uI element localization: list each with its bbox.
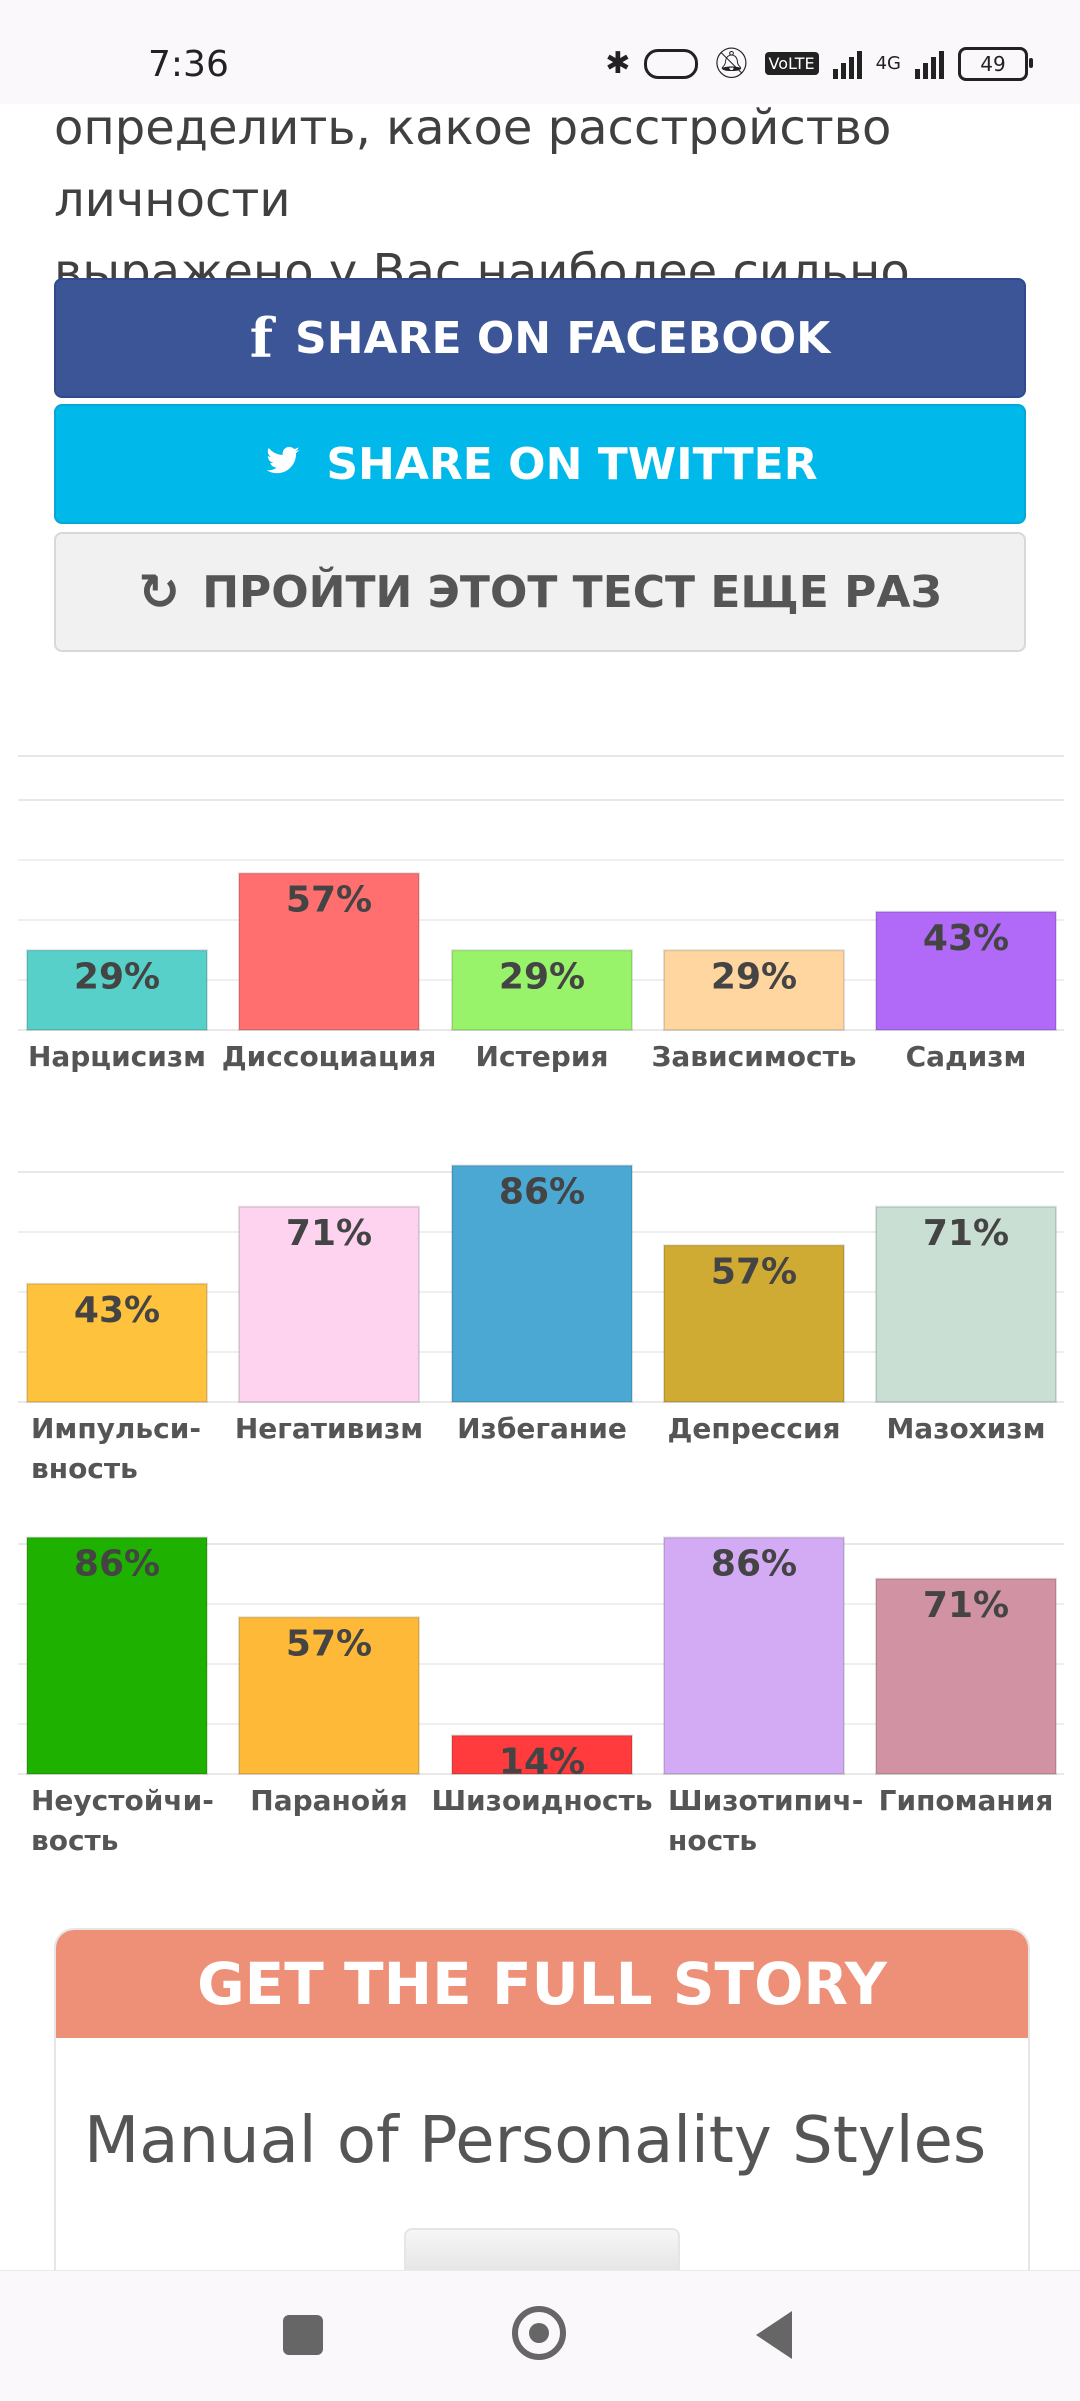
intro-text: определить, какое расстройство личности …	[54, 92, 1034, 308]
category-label: Неустойчи-	[31, 1784, 214, 1817]
bar-value-label: 43%	[74, 1290, 160, 1331]
manual-title[interactable]: Manual of Personality Styles	[84, 2104, 987, 2178]
category-label: Зависимость	[652, 1040, 857, 1073]
twitter-icon	[262, 439, 304, 490]
vibrate-icon	[644, 48, 699, 79]
bar-value-label: 29%	[74, 956, 160, 997]
share-facebook-button[interactable]: f SHARE ON FACEBOOK	[54, 278, 1026, 398]
category-label: Импульси-	[31, 1412, 201, 1445]
facebook-icon: f	[249, 306, 273, 370]
bar-value-label: 14%	[499, 1742, 585, 1783]
home-button[interactable]	[512, 2306, 566, 2360]
personality-chart: 29% Нарцисизм 57% Диссоциация 29% Истерия 29% З…	[18, 755, 1064, 1857]
signal-icon-2	[915, 49, 944, 79]
retake-test-button[interactable]: ↻ ПРОЙТИ ЭТОТ ТЕСТ ЕЩЕ РАЗ	[54, 532, 1026, 652]
bar-value-label: 29%	[711, 956, 797, 997]
bar-value-label: 29%	[499, 956, 585, 997]
refresh-icon: ↻	[138, 563, 181, 621]
bar-value-label: 71%	[923, 1585, 1009, 1626]
bar-value-label: 86%	[74, 1544, 160, 1585]
bar-value-label: 57%	[286, 879, 372, 920]
category-label: Истерия	[476, 1040, 609, 1073]
bar-value-label: 43%	[923, 918, 1009, 959]
category-label: Негативизм	[235, 1412, 423, 1445]
bar	[875, 1577, 1057, 1775]
bar	[875, 1205, 1057, 1403]
category-label: Паранойя	[250, 1784, 407, 1817]
recent-apps-button[interactable]	[283, 2315, 323, 2355]
category-label: Избегание	[457, 1412, 627, 1445]
category-label: Шизоидность	[431, 1784, 652, 1817]
mute-icon: 🔕︎	[712, 46, 751, 81]
status-icons: ✱ 🔕︎ VoLTE 4G 49	[605, 46, 1033, 81]
network-type: 4G	[875, 53, 901, 74]
share-twitter-button[interactable]: SHARE ON TWITTER	[54, 404, 1026, 524]
category-label: ность	[668, 1824, 757, 1857]
battery-level: 49	[980, 51, 1006, 76]
back-button[interactable]	[756, 2311, 792, 2359]
bar	[26, 949, 208, 1031]
bar	[238, 872, 420, 1031]
category-label: Мазохизм	[886, 1412, 1045, 1445]
navigation-bar	[0, 2270, 1080, 2401]
bar-value-label: 71%	[923, 1213, 1009, 1254]
full-story-heading: GET THE FULL STORY	[56, 1930, 1028, 2038]
bar-value-label: 57%	[711, 1251, 797, 1292]
signal-icon	[832, 49, 862, 79]
full-story-card: GET THE FULL STORY Manual of Personality…	[54, 1928, 1030, 2292]
volte-icon: VoLTE	[764, 52, 819, 75]
bar-value-label: 71%	[286, 1213, 372, 1254]
bar	[451, 1734, 633, 1775]
bar-value-label: 86%	[711, 1544, 797, 1585]
bar	[663, 949, 845, 1031]
bar	[875, 910, 1057, 1031]
bluetooth-icon: ✱	[605, 46, 631, 81]
category-label: Садизм	[906, 1040, 1027, 1073]
category-label: Депрессия	[667, 1412, 840, 1445]
category-label: Гипомания	[879, 1784, 1054, 1817]
bar	[238, 1616, 420, 1775]
category-label: Диссоциация	[222, 1040, 437, 1073]
battery-icon: 49	[958, 46, 1033, 81]
bar	[26, 1282, 208, 1403]
retake-test-label: ПРОЙТИ ЭТОТ ТЕСТ ЕЩЕ РАЗ	[202, 566, 942, 618]
category-label: вость	[31, 1824, 119, 1857]
bar	[663, 1536, 845, 1775]
bar	[663, 1244, 845, 1403]
bar	[26, 1536, 208, 1775]
status-bar: 7:36 ✱ 🔕︎ VoLTE 4G 49	[0, 0, 1080, 104]
share-twitter-label: SHARE ON TWITTER	[326, 438, 818, 490]
bar	[451, 949, 633, 1031]
bar-value-label: 86%	[499, 1172, 585, 1213]
category-label: вность	[31, 1452, 138, 1485]
bar	[451, 1164, 633, 1403]
status-time: 7:36	[148, 44, 229, 85]
category-label: Шизотипич-	[668, 1784, 863, 1817]
category-label: Нарцисизм	[28, 1040, 206, 1073]
bar-value-label: 57%	[286, 1623, 372, 1664]
intro-line: определить, какое расстройство личности	[54, 100, 892, 228]
bar	[238, 1205, 420, 1403]
share-facebook-label: SHARE ON FACEBOOK	[295, 312, 831, 364]
